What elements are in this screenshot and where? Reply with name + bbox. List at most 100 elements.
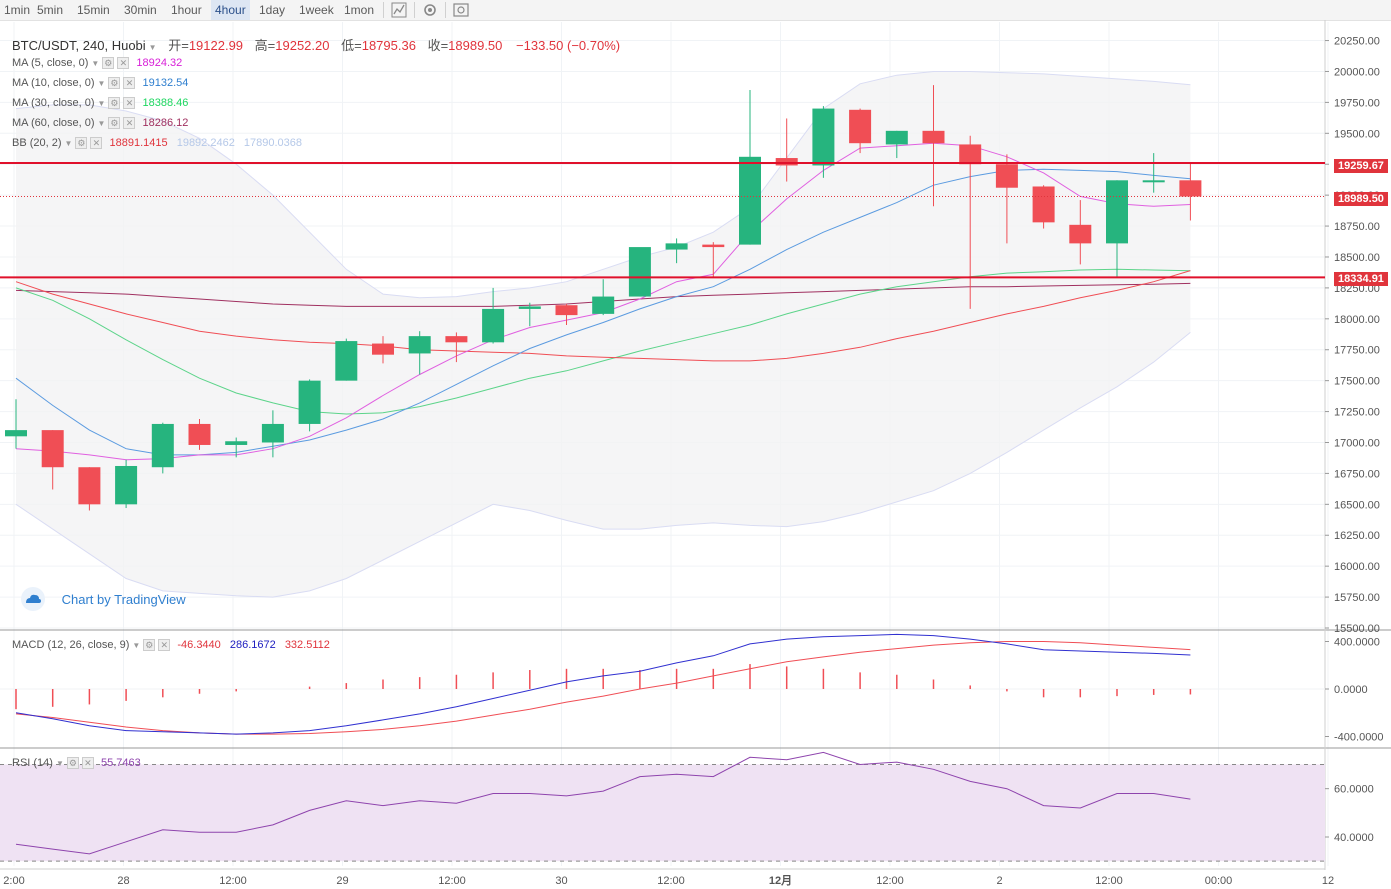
timeframe-1mon[interactable]: 1mon [344,3,375,17]
change-value: −133.50 (−0.70%) [516,38,621,53]
ma10-line [15,168,1191,456]
legend-ma60-label: MA (60, close, 0) [12,117,95,129]
gear-icon[interactable]: ⚙ [102,57,115,70]
candle-down [1069,224,1092,244]
ma30-line [15,268,1191,415]
gear-icon[interactable]: ⚙ [108,97,121,110]
close-icon[interactable]: ✕ [90,137,103,150]
symbol-label: BTC/USDT, 240, Huobi [12,38,146,53]
legend-macd[interactable]: MACD (12, 26, close, 9) ▼ ⚙ ✕ -46.3440 286.… [12,639,330,652]
legend-ma60[interactable]: MA (60, close, 0) ▼ ⚙ ✕ 18286.12 [12,117,188,130]
time-axis-label: 12:00 [1095,875,1123,887]
settings-icon[interactable] [421,1,439,19]
legend-macd-histogram: -46.3440 [177,639,221,651]
candle-up [298,380,321,424]
legend-macd-label: MACD (12, 26, close, 9) [12,639,130,651]
bollinger-band-fill [16,71,1191,598]
gear-icon[interactable]: ⚙ [143,639,156,652]
time-axis-label: 29 [336,875,348,887]
legend-bb-upper: 19892.2462 [176,137,235,149]
macd-axis-label: 400.0000 [1334,637,1380,649]
timeframe-5min[interactable]: 5min [37,3,64,17]
gear-icon[interactable]: ⚙ [75,137,88,150]
bollinger-basis-line [15,270,1191,362]
candle-down [922,130,945,144]
price-axis-label: 19500.00 [1334,128,1380,140]
chart-style-icon[interactable] [390,1,408,19]
open-value: 19122.99 [188,38,244,53]
price-axis-label: 17500.00 [1334,376,1380,388]
low-label: 低= [341,38,362,53]
candle-down [702,244,725,248]
timeframe-1week[interactable]: 1week [299,3,334,17]
time-axis-label: 30 [555,875,567,887]
timeframe-15min[interactable]: 15min [77,3,110,17]
toolbar-divider [414,2,415,18]
low-value: 18795.36 [361,38,416,53]
price-axis-label: 17750.00 [1334,345,1380,357]
candle-up [261,423,284,443]
timeframe-30min[interactable]: 30min [124,3,157,17]
close-icon[interactable]: ✕ [81,757,94,770]
price-axis-label: 17250.00 [1334,407,1380,419]
toolbar-divider [383,2,384,18]
legend-ma30-value: 18388.46 [142,97,189,109]
time-axis-label: 12:00 [438,875,466,887]
toolbar: 1min 5min 15min 30min 1hour 4hour 1day 1… [0,0,1391,21]
timeframe-1min[interactable]: 1min [4,3,31,17]
price-chart[interactable]: 20250.0020000.0019750.0019500.0019250.00… [0,20,1391,889]
chevron-down-icon[interactable]: ▼ [97,79,106,88]
price-tag-current: 18989.50 [1334,192,1388,206]
candle-up [1142,180,1165,183]
chevron-down-icon[interactable]: ▼ [55,759,64,768]
legend-ma10[interactable]: MA (10, close, 0) ▼ ⚙ ✕ 19132.54 [12,77,188,90]
rsi-axis-label: 60.0000 [1334,784,1374,796]
price-axis-label: 16250.00 [1334,530,1380,542]
timeframe-1hour[interactable]: 1hour [171,3,202,17]
legend-bb[interactable]: BB (20, 2) ▼ ⚙ ✕ 18891.1415 19892.2462 1789… [12,137,302,150]
candle-down [959,144,982,165]
symbol-header: BTC/USDT, 240, Huobi ▼ 开=19122.99 高=19252… [12,35,620,54]
gear-icon[interactable]: ⚙ [108,117,121,130]
legend-rsi[interactable]: RSI (14) ▼ ⚙ ✕ 55.7463 [12,757,141,770]
chevron-down-icon[interactable]: ▼ [97,99,106,108]
chevron-down-icon[interactable]: ▼ [91,59,100,68]
candle-up [518,306,541,309]
legend-ma30[interactable]: MA (30, close, 0) ▼ ⚙ ✕ 18388.46 [12,97,189,110]
candle-up [225,441,248,445]
gear-icon[interactable]: ⚙ [66,757,79,770]
legend-ma10-label: MA (10, close, 0) [12,77,95,89]
close-icon[interactable]: ✕ [158,639,171,652]
timeframe-4hour[interactable]: 4hour [211,0,250,20]
price-axis-label: 16500.00 [1334,499,1380,511]
timeframe-1day[interactable]: 1day [259,3,286,17]
candle-up [1106,180,1128,244]
close-icon[interactable]: ✕ [123,97,136,110]
legend-bb-label: BB (20, 2) [12,137,62,149]
chevron-down-icon[interactable]: ▼ [97,119,106,128]
legend-ma30-label: MA (30, close, 0) [12,97,95,109]
legend-ma5-value: 18924.32 [136,57,183,69]
chevron-down-icon[interactable]: ▼ [64,139,73,148]
price-axis-label: 20250.00 [1334,36,1380,48]
price-axis-label: 16750.00 [1334,468,1380,480]
candle-up [665,243,688,250]
gear-icon[interactable]: ⚙ [108,77,121,90]
close-icon[interactable]: ✕ [123,117,136,130]
candle-down [372,343,394,355]
cloud-logo-icon [21,587,45,611]
candle-up [812,108,835,166]
legend-bb-basis: 18891.1415 [109,137,168,149]
chevron-down-icon[interactable]: ▼ [132,641,141,650]
screenshot-icon[interactable] [452,1,470,19]
rsi-band-fill [0,764,1325,862]
price-axis-label: 15750.00 [1334,592,1380,604]
close-icon[interactable]: ✕ [123,77,136,90]
time-axis-label: 12月 [769,874,792,887]
close-icon[interactable]: ✕ [117,57,130,70]
legend-ma5[interactable]: MA (5, close, 0) ▼ ⚙ ✕ 18924.32 [12,57,183,70]
price-axis-label: 18000.00 [1334,314,1380,326]
tradingview-branding[interactable]: Chart by TradingView [20,586,186,618]
chevron-down-icon[interactable]: ▼ [148,43,157,52]
time-axis-label: 00:00 [1205,875,1233,887]
